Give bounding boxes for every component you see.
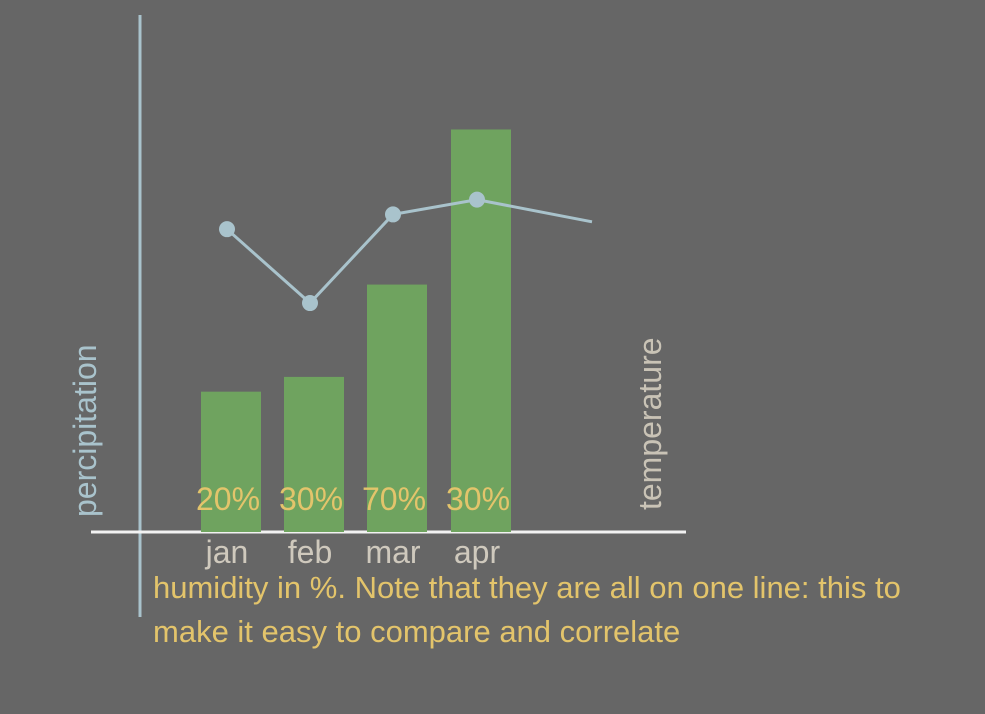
bars-group [201, 129, 511, 532]
humidity-label-mar: 70% [362, 481, 426, 517]
temperature-point-feb [302, 295, 318, 312]
temperature-point-jan [219, 221, 235, 238]
y-axis-title-right: temperature [632, 337, 668, 510]
humidity-label-apr: 30% [446, 481, 510, 517]
chart-note: humidity in %. Note that they are all on… [153, 570, 901, 649]
bar-apr [451, 129, 511, 532]
temperature-point-apr [469, 191, 485, 208]
humidity-label-feb: 30% [279, 481, 343, 517]
temperature-line-group [219, 191, 593, 312]
x-tick-label-apr: apr [454, 534, 501, 570]
bar-feb [284, 376, 344, 532]
x-tick-label-jan: jan [205, 534, 249, 570]
bar-mar [367, 284, 427, 532]
x-tick-label-mar: mar [365, 534, 420, 570]
temperature-point-mar [385, 206, 401, 223]
x-tick-labels-group: jan feb mar apr [205, 534, 501, 570]
bar-jan [201, 391, 261, 532]
x-tick-label-feb: feb [288, 534, 332, 570]
humidity-label-jan: 20% [196, 481, 260, 517]
y-axis-title-left: percipitation [67, 344, 103, 517]
humidity-labels-group: 20% 30% 70% 30% [196, 481, 510, 517]
